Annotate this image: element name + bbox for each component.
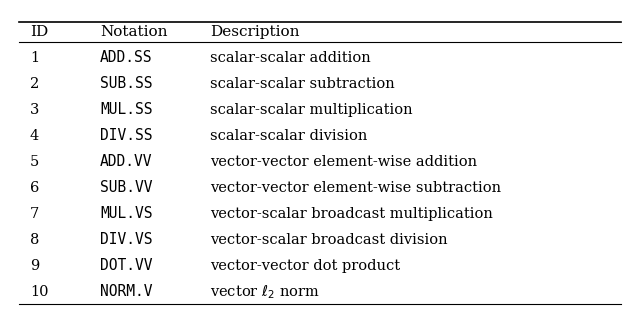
Text: scalar-scalar addition: scalar-scalar addition [210, 51, 371, 65]
Text: scalar-scalar subtraction: scalar-scalar subtraction [210, 77, 395, 91]
Text: 7: 7 [30, 207, 39, 221]
Text: ADD.VV: ADD.VV [100, 154, 152, 169]
Text: NORM.V: NORM.V [100, 285, 152, 300]
Text: 1: 1 [30, 51, 39, 65]
Text: scalar-scalar division: scalar-scalar division [210, 129, 367, 143]
Text: SUB.VV: SUB.VV [100, 181, 152, 196]
Text: 8: 8 [30, 233, 40, 247]
Text: 9: 9 [30, 259, 39, 273]
Text: 2: 2 [30, 77, 39, 91]
Text: vector-scalar broadcast multiplication: vector-scalar broadcast multiplication [210, 207, 493, 221]
Text: SUB.SS: SUB.SS [100, 76, 152, 91]
Text: vector-vector element-wise addition: vector-vector element-wise addition [210, 155, 477, 169]
Text: ADD.SS: ADD.SS [100, 51, 152, 66]
Text: vector-scalar broadcast division: vector-scalar broadcast division [210, 233, 447, 247]
Text: ID: ID [30, 25, 48, 39]
Text: scalar-scalar multiplication: scalar-scalar multiplication [210, 103, 413, 117]
Text: 4: 4 [30, 129, 39, 143]
Text: MUL.SS: MUL.SS [100, 103, 152, 118]
Text: Description: Description [210, 25, 300, 39]
Text: DIV.SS: DIV.SS [100, 129, 152, 144]
Text: MUL.VS: MUL.VS [100, 207, 152, 222]
Text: vector-vector dot product: vector-vector dot product [210, 259, 400, 273]
Text: 5: 5 [30, 155, 39, 169]
Text: 3: 3 [30, 103, 40, 117]
Text: 10: 10 [30, 285, 49, 299]
Text: vector-vector element-wise subtraction: vector-vector element-wise subtraction [210, 181, 501, 195]
Text: DIV.VS: DIV.VS [100, 232, 152, 247]
Text: vector $\ell_2$ norm: vector $\ell_2$ norm [210, 283, 319, 301]
Text: DOT.VV: DOT.VV [100, 259, 152, 274]
Text: Notation: Notation [100, 25, 168, 39]
Text: 6: 6 [30, 181, 40, 195]
